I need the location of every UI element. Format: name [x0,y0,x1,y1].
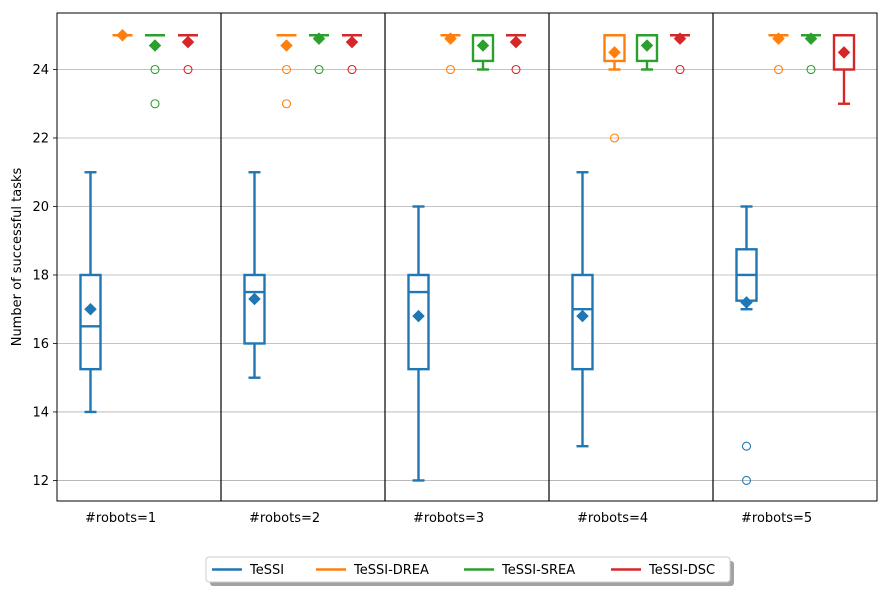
mean-marker [280,39,293,52]
outlier-point [281,99,292,109]
box-plot [440,32,461,75]
mean-marker [345,35,359,49]
x-group-label: #robots=4 [577,511,648,526]
box-plot [342,34,362,75]
mean-marker [576,309,589,323]
legend-label: TeSSI-SREA [501,563,575,578]
outlier-point [741,441,752,451]
box-plot [145,34,165,109]
mean-marker [740,296,753,309]
box-plot [832,34,856,105]
box-iqr [571,273,594,371]
outlier-point [511,64,521,75]
y-tick-label: 12 [32,474,49,489]
box-plot [635,34,659,71]
box-series [79,28,856,486]
mean-marker [608,46,621,59]
outlier-point [806,64,816,75]
box-plot [471,34,495,71]
box-plot [801,32,821,75]
outlier-point [314,64,324,75]
y-axis-ticks: 12 14 16 18 20 22 24 [32,63,57,489]
mean-marker [509,35,523,49]
group-separators [220,13,714,501]
series-tessi-dsc [178,32,856,105]
mean-marker [837,46,851,59]
outlier-point [741,475,752,486]
outlier-point [183,64,193,75]
outlier-point [609,133,620,143]
mean-marker [148,39,162,52]
box-iqr [243,273,266,345]
y-tick-label: 14 [32,405,49,420]
outlier-point [675,64,685,75]
x-group-label: #robots=2 [249,511,320,526]
gridlines [57,69,877,481]
series-tessi-drea [112,28,789,143]
box-plot [112,28,133,42]
outlier-point [150,64,160,75]
box-iqr [79,273,102,371]
box-plot [407,205,430,482]
box-plot [243,171,266,379]
outlier-point [445,64,456,75]
box-plot [506,34,526,75]
mean-marker [476,39,490,52]
legend-label: TeSSI-DREA [353,563,429,578]
legend: TeSSI TeSSI-DREA TeSSI-SREA TeSSI-DSC [205,556,734,586]
mean-marker [84,302,97,316]
mean-marker [181,35,195,49]
mean-marker [412,309,425,323]
x-group-label: #robots=3 [413,511,484,526]
box-plot [178,34,198,75]
mean-marker [772,32,785,46]
x-group-label: #robots=5 [741,511,812,526]
outlier-point [347,64,357,75]
series-tessi-srea [145,32,821,109]
plot-frame [56,12,878,502]
box-plot [768,32,789,75]
box-plot [603,34,626,143]
x-axis-labels: #robots=1 #robots=2 #robots=3 #robots=4 #rob… [85,511,812,526]
box-iqr [407,273,430,371]
y-tick-label: 24 [32,63,49,78]
outlier-point [150,99,160,109]
y-tick-label: 18 [32,268,49,283]
y-tick-label: 22 [32,131,49,146]
mean-marker [444,32,457,46]
series-tessi [79,171,758,486]
y-axis-label: Number of successful tasks [10,167,25,346]
y-tick-label: 20 [32,200,49,215]
mean-marker [248,292,261,306]
mean-marker [312,32,326,46]
box-plot [309,32,329,75]
legend-label: TeSSI [249,563,284,578]
mean-marker [640,39,654,52]
box-plot [735,205,758,486]
legend-label: TeSSI-DSC [648,563,715,578]
box-plot [79,171,102,414]
box-plot [571,171,594,448]
mean-marker [116,28,129,42]
outlier-point [773,64,784,75]
mean-marker [673,32,687,46]
x-group-label: #robots=1 [85,511,156,526]
box-plot [670,32,690,75]
y-tick-label: 16 [32,337,49,352]
mean-marker [804,32,818,46]
outlier-point [281,64,292,75]
box-plot [276,34,297,109]
